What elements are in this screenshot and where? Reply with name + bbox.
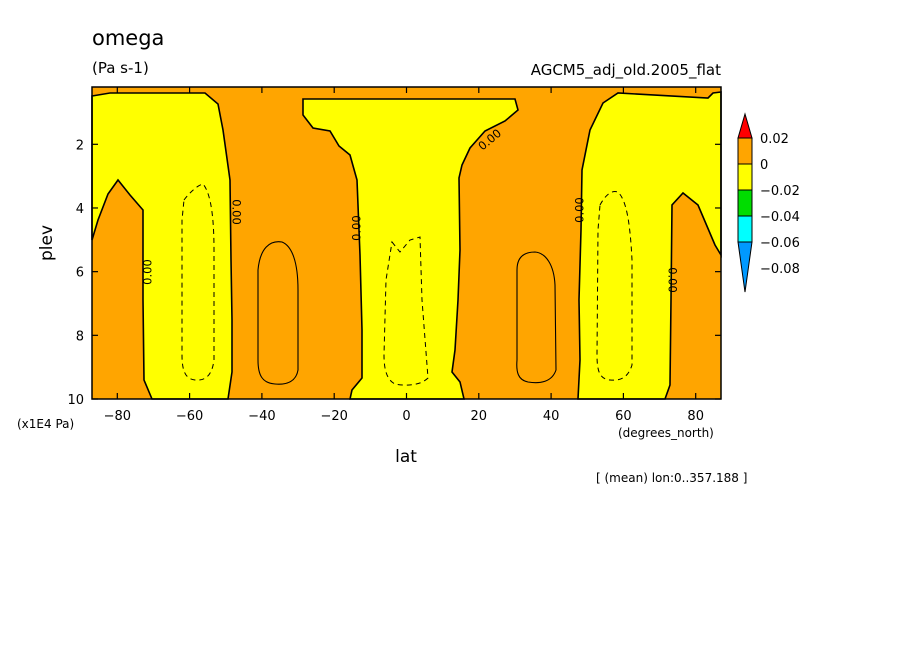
x-tick-label: 40: [543, 409, 560, 424]
x-axis-label: lat: [395, 447, 417, 467]
contour-label: 0.00: [141, 259, 155, 285]
contour-label: 0.00: [230, 199, 244, 225]
y-tick-label: 6: [76, 266, 84, 281]
region-negative-center: [302, 98, 519, 400]
x-axis-unit: (degrees_north): [618, 426, 714, 440]
averaging-note: [ (mean) lon:0..357.188 ]: [596, 471, 747, 485]
x-tick-label: −20: [320, 409, 347, 424]
region-negative-north: [577, 91, 722, 400]
colorbar-tick-label: −0.02: [760, 184, 800, 199]
x-tick-label: −60: [176, 409, 203, 424]
colorbar-tick-label: 0.02: [760, 132, 789, 147]
contour-label: 0.00: [573, 197, 587, 223]
colorbar-tick-label: −0.06: [760, 236, 800, 251]
contour-positive-north: [516, 251, 557, 384]
colorbar: 0.02 0 −0.02 −0.04 −0.06 −0.08: [737, 112, 800, 293]
x-axis: −80 −60 −40 −20 0 20 40 60 80: [104, 87, 704, 424]
colorbar-segment: [737, 163, 753, 191]
chart-title: omega: [92, 26, 164, 50]
contour-label: 0.00: [666, 267, 680, 293]
y-axis-unit: (x1E4 Pa): [17, 417, 74, 431]
contour-negative-south: [181, 183, 215, 381]
contour-positive-south: [257, 241, 299, 385]
y-tick-label: 4: [76, 202, 84, 217]
x-tick-label: −40: [248, 409, 275, 424]
dataset-label: AGCM5_adj_old.2005_flat: [531, 61, 721, 80]
y-tick-label: 8: [76, 329, 84, 344]
colorbar-arrow-bottom: [737, 241, 753, 293]
colorbar-segment: [737, 215, 753, 243]
x-tick-label: 0: [402, 409, 410, 424]
y-tick-label: 10: [67, 393, 84, 408]
y-axis: 2 4 6 8 10: [67, 138, 721, 408]
y-axis-label: plev: [37, 225, 57, 261]
y-tick-label: 2: [76, 138, 84, 153]
contour-negative-north: [596, 191, 633, 381]
colorbar-tick-label: 0: [760, 158, 768, 173]
x-tick-label: 60: [615, 409, 632, 424]
plot-area: 0.00 0.00 0.00 0.00 0.00 0.00: [91, 86, 722, 400]
x-tick-label: −80: [104, 409, 131, 424]
x-tick-label: 20: [471, 409, 488, 424]
colorbar-tick-label: −0.08: [760, 262, 800, 277]
colorbar-segment: [737, 137, 753, 165]
colorbar-tick-label: −0.04: [760, 210, 800, 225]
colorbar-arrow-top: [737, 112, 753, 139]
chart-units: (Pa s-1): [92, 59, 149, 77]
x-tick-label: 80: [687, 409, 704, 424]
colorbar-segment: [737, 189, 753, 217]
contour-label: 0.00: [350, 215, 364, 241]
